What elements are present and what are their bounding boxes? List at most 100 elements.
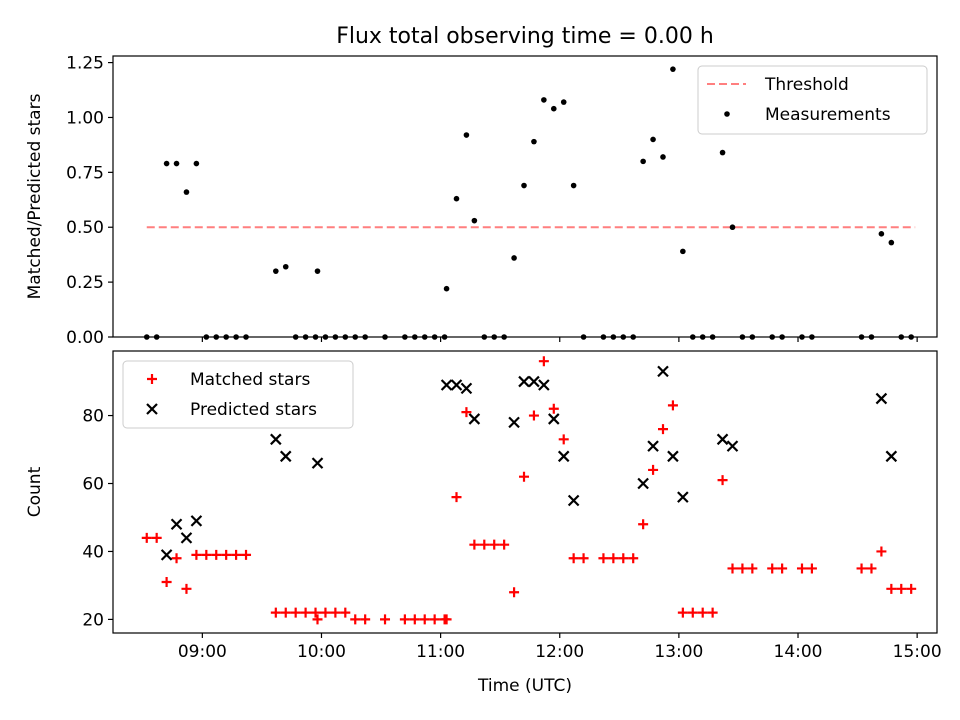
predicted-stars-point [885,450,898,463]
matched-stars-point [509,587,520,598]
measurement-point [203,334,210,340]
matched-stars-point [648,464,659,475]
y-tick-label: 0.75 [66,163,104,183]
matched-stars-point [568,553,579,564]
measurement-point [550,105,557,112]
axes-frame [112,55,938,338]
measurement-point [233,334,239,340]
measurement-point [322,334,329,340]
y-tick-label: 1.25 [66,54,104,74]
measurement-point [292,334,299,340]
matched-stars-point [241,549,252,560]
measurement-point [719,149,726,156]
measurement-point [491,334,498,340]
matched-stars-point [350,614,361,625]
matched-stars-point [221,549,232,560]
matched-stars-point [441,614,452,625]
measurement-point [531,138,537,145]
matched-stars-point [548,403,559,414]
measurement-point [402,334,408,340]
matched-stars-point [896,583,907,594]
y-tick-label: 20 [82,610,104,630]
matched-stars-point [558,434,569,445]
y-tick-label: 40 [82,542,104,562]
matched-stars-point [499,539,510,550]
matched-stars-point [727,563,738,574]
matched-stars-point [211,549,222,560]
predicted-stars-point [875,392,888,405]
matched-stars-point [876,546,887,557]
predicted-stars-point [279,450,292,463]
measurement-point [173,160,180,167]
matched-stars-point [737,563,748,574]
predicted-stars-point [657,365,669,378]
matched-stars-point [270,607,281,618]
measurement-point [769,334,775,340]
legend-predicted-swatch [146,403,158,415]
measurement-point [570,182,577,189]
measurement-point [302,334,309,340]
matched-stars-point [151,532,162,543]
x-tick-label: 14:00 [774,642,823,662]
predicted-stars-point [538,379,550,391]
measurement-point [670,66,676,72]
matched-stars-point [806,563,817,574]
matched-stars-point [628,553,639,564]
matched-stars-point [181,583,192,594]
y-tick-label: 60 [82,475,104,495]
predicted-stars-point [677,491,689,503]
measurement-point [443,285,450,292]
x-tick-label: 10:00 [297,642,346,662]
x-tick-label: 13:00 [654,642,703,662]
matched-stars-point [141,532,152,543]
measurement-point [809,334,815,340]
matched-stars-point [340,607,351,618]
legend-measurements-swatch [724,111,730,117]
measurement-point [560,99,567,105]
predicted-stars-point [667,450,679,463]
predicted-stars-point [468,413,481,425]
measurement-point [501,334,507,340]
measurement-point [689,334,696,340]
matched-stars-point [290,607,301,618]
matched-stars-point [608,553,619,564]
measurement-point [749,334,756,340]
predicted-stars-point [460,382,473,395]
matched-stars-point [469,539,480,550]
matched-stars-point [697,607,708,618]
measurement-point [640,158,646,165]
measurement-point [541,97,547,103]
predicted-stars-point [528,375,540,388]
measurement-point [421,334,428,340]
measurement-point [739,334,746,340]
matched-stars-point [667,400,678,411]
matched-stars-point [310,607,321,618]
measurement-point [453,195,460,202]
matched-stars-point [479,539,490,550]
predicted-stars-point [567,494,580,507]
measurement-point [729,224,736,231]
axes-frame [112,350,938,634]
matched-stars-point [360,614,371,625]
matched-stars-point [280,607,291,618]
measurement-point [680,248,686,255]
measurement-point [471,217,478,224]
measurement-point [153,334,160,340]
x-axis-label: Time (UTC) [477,676,572,696]
measurement-point [610,334,617,340]
predicted-stars-point [160,549,173,561]
measurement-point [382,334,388,340]
matched-stars-point [598,553,609,564]
legend-box [697,65,928,135]
top-panel-ratio: 0.00 0.25 0.50 0.75 1.00 1.25 Matched/Predicte… [25,54,938,348]
matched-stars-point [886,583,897,594]
predicted-stars-point [726,440,739,452]
y-tick-label: 80 [82,407,104,427]
measurement-point [779,334,785,340]
measurement-point [511,255,517,261]
measurement-point [332,334,339,340]
matched-stars-point [538,356,549,367]
x-tick-label: 12:00 [535,642,584,662]
measurement-point [888,239,895,246]
